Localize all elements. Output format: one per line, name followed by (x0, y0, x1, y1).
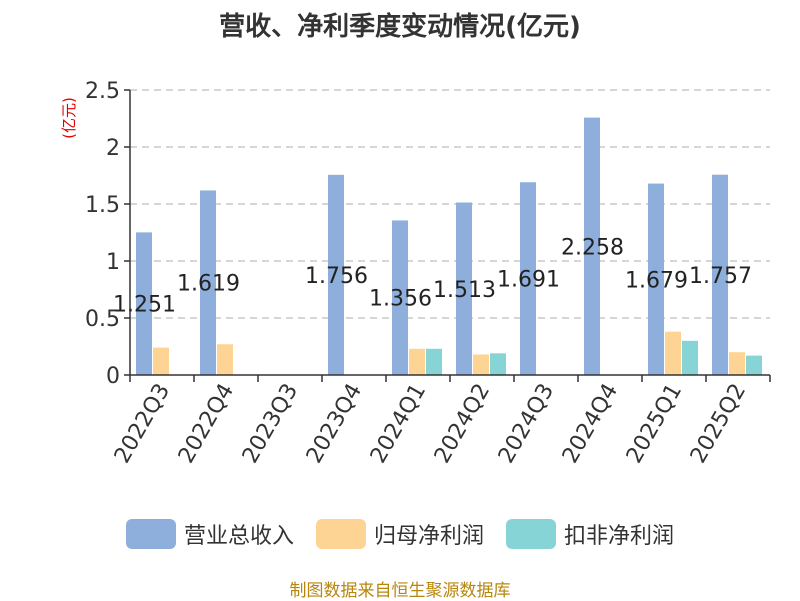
x-tick-label: 2024Q1 (366, 380, 431, 468)
y-tick-label: 2 (106, 136, 120, 161)
legend-swatch-deducted-profit (506, 519, 556, 549)
bar-deducted-profit (746, 355, 762, 375)
legend-label-net-profit: 归母净利润 (373, 524, 484, 549)
data-label: 1.756 (305, 264, 368, 289)
source-note: 制图数据来自恒生聚源数据库 (289, 581, 511, 601)
data-label: 1.513 (433, 278, 496, 303)
x-tick-label: 2022Q4 (174, 380, 239, 468)
bar-net-profit (729, 352, 745, 375)
legend-label-revenue: 营业总收入 (183, 524, 294, 549)
bar-revenue (456, 202, 472, 375)
x-tick-label: 2025Q2 (686, 380, 751, 468)
x-tick-label: 2024Q3 (494, 380, 559, 468)
bar-revenue (520, 182, 536, 375)
data-label: 1.691 (497, 268, 560, 293)
bar-revenue (328, 174, 344, 375)
data-label: 1.619 (177, 272, 240, 297)
legend: 营业总收入 归母净利润 扣非净利润 (0, 518, 800, 550)
data-label: 2.258 (561, 235, 624, 260)
y-tick-label: 1.5 (85, 193, 120, 218)
x-tick-label: 2024Q4 (558, 380, 623, 468)
x-tick-label: 2025Q1 (622, 380, 687, 468)
y-tick-label: 0 (106, 364, 120, 389)
bar-net-profit (665, 331, 681, 375)
bar-revenue (712, 174, 728, 375)
bar-revenue (136, 232, 152, 375)
bar-revenue (200, 190, 216, 375)
x-tick-label: 2023Q3 (238, 380, 303, 468)
legend-item-revenue[interactable]: 营业总收入 (125, 518, 294, 550)
bar-net-profit (409, 348, 425, 375)
bar-deducted-profit (682, 340, 698, 375)
bar-net-profit (473, 354, 489, 375)
data-label: 1.679 (625, 268, 688, 293)
chart-title: 营收、净利季度变动情况(亿元) (219, 12, 581, 42)
y-tick-label: 2.5 (85, 79, 120, 104)
x-tick-label: 2024Q2 (430, 380, 495, 468)
legend-item-deducted-profit[interactable]: 扣非净利润 (506, 518, 674, 550)
y-tick-label: 1 (106, 250, 120, 275)
x-tick-label: 2023Q4 (302, 380, 367, 468)
legend-item-net-profit[interactable]: 归母净利润 (315, 518, 484, 550)
bar-revenue (648, 183, 664, 375)
bar-net-profit (153, 347, 169, 375)
bar-revenue (584, 117, 600, 375)
bars (136, 117, 762, 375)
data-label: 1.251 (113, 293, 176, 318)
bar-deducted-profit (490, 353, 506, 375)
y-tick-label: 0.5 (85, 307, 120, 332)
data-label: 1.757 (689, 264, 752, 289)
legend-label-deducted-profit: 扣非净利润 (564, 524, 675, 549)
legend-swatch-net-profit (315, 519, 366, 549)
bar-revenue (392, 220, 408, 375)
x-tick-label: 2022Q3 (110, 380, 175, 468)
bar-net-profit (217, 344, 233, 375)
legend-swatch-revenue (125, 519, 176, 549)
bar-deducted-profit (426, 348, 442, 375)
y-axis-label: (亿元) (60, 97, 78, 139)
data-label: 1.356 (369, 287, 432, 312)
